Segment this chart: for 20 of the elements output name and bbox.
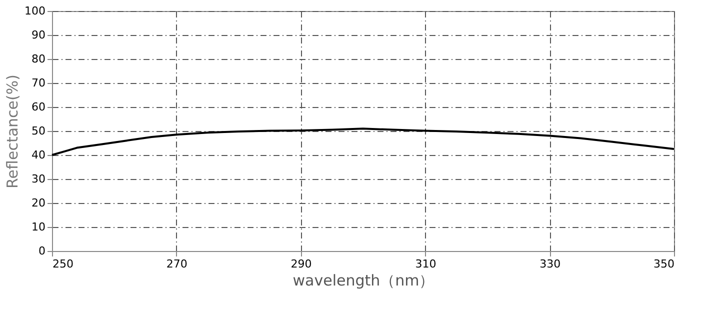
y-tick-label: 30: [32, 172, 46, 186]
y-tick-label: 20: [32, 196, 46, 210]
y-tick-label: 0: [38, 244, 46, 258]
x-tick-label: 350: [654, 258, 674, 270]
y-tick-label: 50: [32, 124, 46, 138]
y-tick-label: 40: [32, 148, 46, 162]
x-tick-label: 310: [415, 258, 436, 270]
y-tick-label: 80: [32, 52, 46, 66]
y-tick-label: 70: [32, 76, 46, 90]
y-tick-label: 10: [32, 220, 46, 234]
y-tick-label: 90: [32, 28, 46, 42]
x-tick-label: 330: [540, 258, 561, 270]
y-axis-title: Reflectance(%): [4, 74, 22, 188]
y-tick-label: 60: [32, 100, 46, 114]
x-tick-label: 250: [52, 258, 74, 270]
y-tick-label: 100: [24, 4, 46, 18]
x-axis-title: wavelength（nm）: [292, 272, 434, 290]
x-tick-label: 270: [166, 258, 188, 270]
line-series: [51, 128, 675, 156]
x-tick-label: 290: [290, 258, 312, 270]
